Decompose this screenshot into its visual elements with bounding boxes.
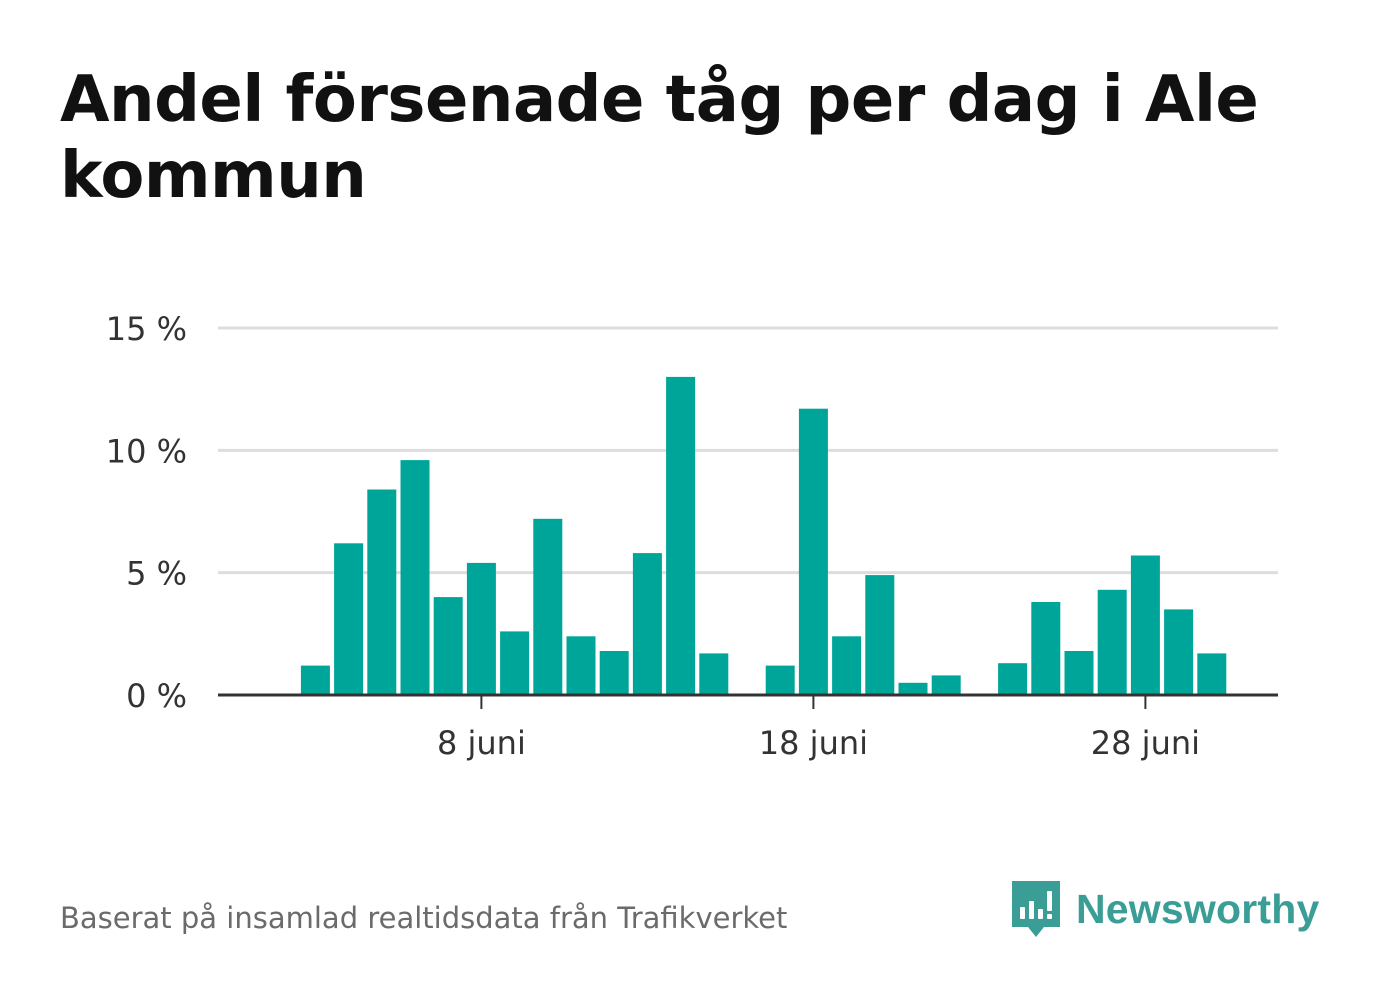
bar	[865, 575, 895, 695]
bar	[632, 553, 662, 695]
bar	[699, 653, 729, 695]
bar	[898, 682, 928, 695]
bar	[566, 636, 596, 695]
bar	[832, 636, 862, 695]
bar	[599, 651, 629, 695]
bar	[1064, 651, 1094, 695]
x-axis: 8 juni 18 juni 28 juni	[218, 693, 1278, 762]
y-tick-label: 0 %	[126, 677, 187, 715]
chart-title: Andel försenade tåg per dag i Ale kommun	[60, 63, 1259, 213]
bar	[334, 543, 364, 695]
bar	[367, 489, 397, 695]
bar	[998, 663, 1028, 695]
y-tick-label: 5 %	[126, 555, 187, 593]
x-tick-label: 8 juni	[437, 724, 526, 762]
bar	[1130, 555, 1160, 695]
bar	[433, 597, 463, 695]
bar	[1031, 602, 1061, 695]
bar	[798, 408, 828, 695]
bar	[1197, 653, 1227, 695]
y-tick-label: 15 %	[106, 310, 187, 348]
bar	[1097, 589, 1127, 695]
source-note: Baserat på insamlad realtidsdata från Tr…	[60, 901, 788, 935]
x-tick-label: 28 juni	[1091, 724, 1200, 762]
bar	[666, 376, 696, 695]
newsworthy-logo-icon	[1012, 881, 1060, 937]
bar	[1164, 609, 1194, 695]
brand: Newsworthy	[1010, 878, 1320, 940]
bar	[931, 675, 961, 695]
x-tick-label: 18 juni	[759, 724, 868, 762]
bar	[466, 562, 496, 695]
bar	[400, 460, 430, 695]
bar	[533, 518, 563, 695]
y-tick-label: 10 %	[106, 432, 187, 470]
bars	[300, 376, 1227, 695]
bar	[765, 665, 795, 695]
bar	[300, 665, 330, 695]
brand-name: Newsworthy	[1076, 885, 1320, 932]
bar	[500, 631, 530, 695]
y-axis-tick-labels: 0 % 5 % 10 % 15 %	[106, 310, 187, 715]
